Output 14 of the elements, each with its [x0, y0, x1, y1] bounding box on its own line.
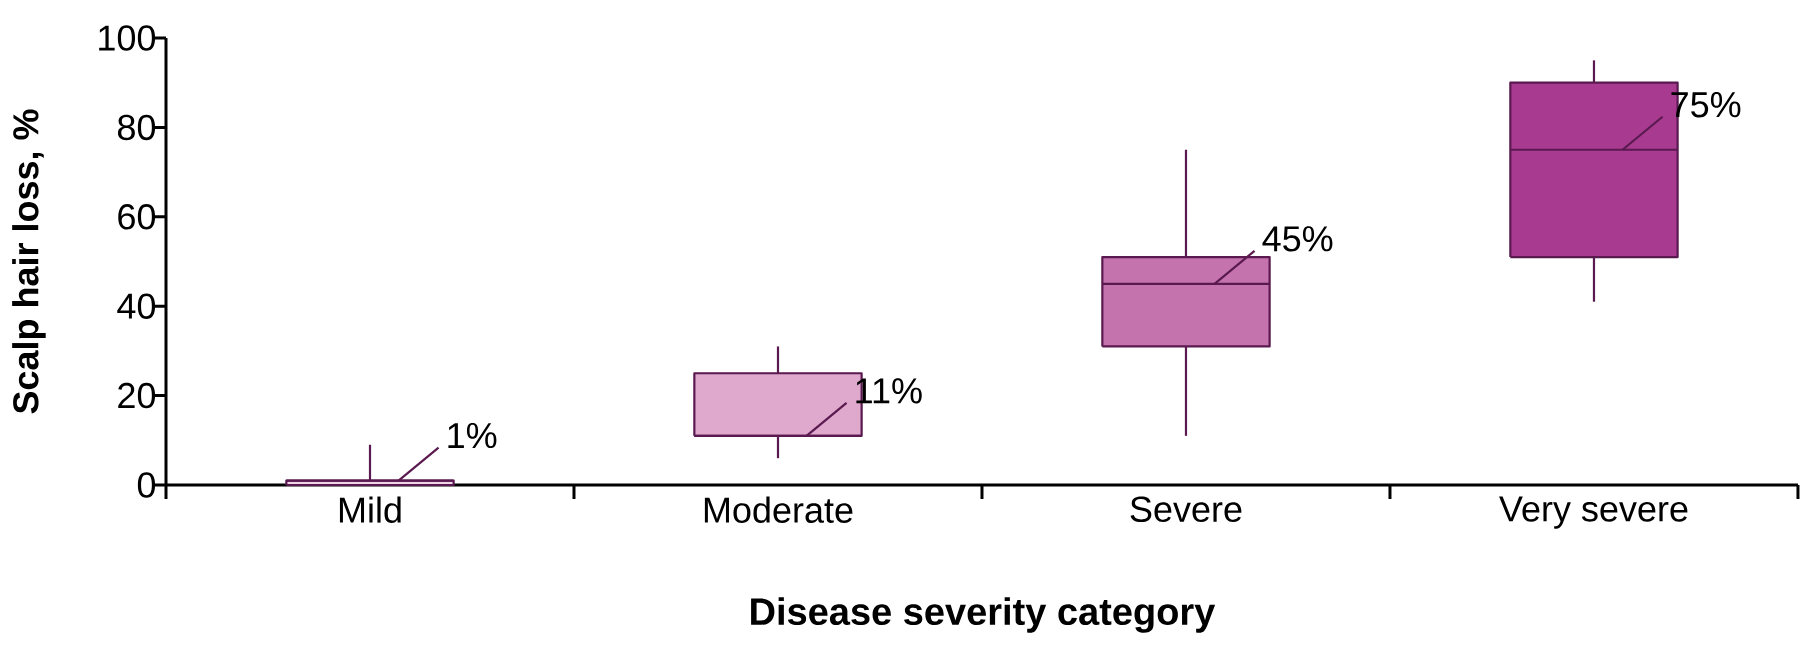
annotation: 45% [1262, 226, 1333, 252]
x-tick-label: Severe [1130, 496, 1242, 523]
y-tick-label: 100 [99, 25, 156, 51]
x-tick-label: Moderate [704, 496, 853, 523]
x-axis-title: Disease severity category [751, 597, 1216, 633]
x-tick-label: Mild [339, 496, 401, 523]
y-axis-title: Scalp hair loss, % [12, 109, 46, 414]
y-tick-label: 0 [137, 472, 156, 498]
y-tick-label: 60 [118, 204, 156, 230]
y-tick-label: 80 [118, 114, 156, 141]
y-tick-label: 20 [118, 382, 156, 409]
annotation: 1% [448, 422, 497, 449]
y-tick-label: 40 [117, 293, 156, 319]
x-tick-label: Very severe [1499, 496, 1688, 529]
